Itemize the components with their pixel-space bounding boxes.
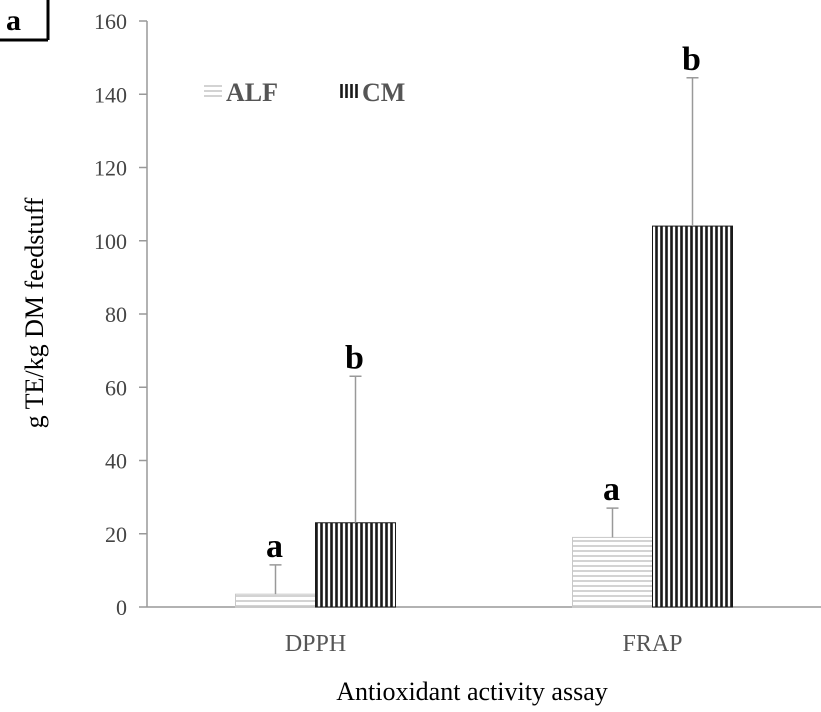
y-tick-label: 160	[94, 9, 127, 34]
significance-label: b	[345, 339, 364, 376]
significance-label: a	[603, 471, 620, 508]
bar-alf-dpph	[235, 593, 316, 608]
y-axis-title: g TE/kg DM feedstuff	[20, 197, 49, 428]
legend-label-alf: ALF	[226, 78, 278, 107]
bars	[235, 225, 733, 608]
panel-label-box: a	[0, 0, 50, 42]
x-category-label: FRAP	[622, 631, 682, 657]
legend-swatch-alf	[204, 84, 222, 98]
y-axis-ticks: 0 20 40 60 80 100 120 140 160	[94, 9, 147, 620]
y-tick-label: 100	[94, 229, 127, 254]
x-axis-title: Antioxidant activity assay	[336, 677, 608, 706]
significance-labels: a b a b	[266, 41, 701, 565]
error-bars	[269, 77, 699, 595]
significance-label: a	[266, 528, 283, 565]
panel-label: a	[6, 4, 21, 37]
y-tick-label: 140	[94, 82, 127, 107]
legend-swatch-cm	[340, 84, 358, 98]
x-category-label: DPPH	[285, 631, 346, 657]
bar-alf-frap	[572, 536, 653, 608]
y-tick-label: 0	[116, 595, 127, 620]
y-tick-label: 80	[105, 302, 127, 327]
y-tick-label: 120	[94, 156, 127, 181]
x-axis-categories: DPPH FRAP	[285, 631, 683, 657]
y-tick-label: 20	[105, 522, 127, 547]
y-tick-label: 60	[105, 375, 127, 400]
legend: ALF CM	[204, 78, 405, 107]
significance-label: b	[682, 41, 701, 78]
legend-label-cm: CM	[362, 78, 405, 107]
bar-cm-frap	[652, 225, 733, 608]
bar-cm-dpph	[315, 522, 396, 608]
y-tick-label: 40	[105, 449, 127, 474]
